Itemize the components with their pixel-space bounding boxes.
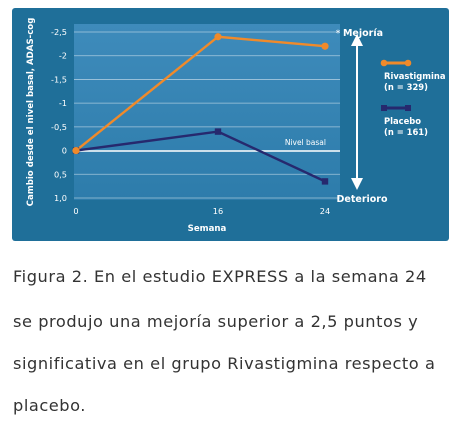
- legend-rivastigmina-marker-left: [380, 59, 388, 67]
- x-tick-label: 0: [73, 206, 78, 216]
- gridlines: [74, 31, 340, 199]
- legend-placebo-n: (n = 161): [384, 127, 428, 137]
- plot-area: [74, 24, 340, 200]
- line-chart: -2,5 -2 -1,5 -1 -0,5 0 0,5 1,0 0 16 24 Nivel basa…: [26, 18, 446, 234]
- y-axis-label: Cambio desde el nivel basal, ADAS-cog: [26, 18, 36, 207]
- legend-rivastigmina-marker-right: [404, 59, 412, 67]
- legend-rivastigmina-name: Rivastigmina: [384, 71, 446, 81]
- series: [72, 33, 329, 185]
- point-rivastigmina: [214, 33, 222, 41]
- caption-line-1: Figura 2. En el estudio EXPRESS a la sem…: [13, 267, 427, 286]
- y-tick-label: 0,5: [54, 169, 67, 179]
- x-tick-label: 24: [320, 206, 330, 216]
- legend-rivastigmina-n: (n = 329): [384, 82, 428, 92]
- x-axis-label: Semana: [188, 224, 227, 234]
- x-tick-label: 16: [213, 206, 223, 216]
- y-tick-label: -2: [59, 51, 67, 61]
- arrow-top-label: Mejoría: [343, 28, 383, 39]
- legend-placebo-marker-left: [381, 105, 387, 111]
- point-rivastigmina: [72, 146, 80, 155]
- arrow-up-head: [351, 34, 363, 46]
- y-tick-label: 0: [62, 146, 67, 156]
- baseline-label: Nivel basal: [285, 138, 326, 147]
- caption-line-4: placebo.: [13, 396, 86, 415]
- y-tick-label: -1,5: [51, 74, 67, 84]
- arrow-down-head: [351, 178, 363, 190]
- y-tick-label: -0,5: [51, 122, 67, 132]
- caption-line-2: se produjo una mejoría superior a 2,5 pu…: [13, 312, 419, 331]
- y-axis-ticks: -2,5 -2 -1,5 -1 -0,5 0 0,5 1,0: [51, 27, 67, 203]
- point-placebo: [321, 178, 329, 185]
- y-tick-label: -2,5: [51, 27, 67, 37]
- legend-placebo-name: Placebo: [384, 116, 421, 126]
- legend-placebo-marker-right: [405, 105, 411, 111]
- point-rivastigmina: [321, 42, 329, 50]
- caption-line-3: significativa en el grupo Rivastigmina r…: [13, 354, 436, 373]
- legend: Rivastigmina (n = 329) Placebo (n = 161): [380, 59, 446, 137]
- y-tick-label: 1,0: [54, 193, 67, 203]
- significance-mark: *: [336, 29, 341, 39]
- point-placebo: [214, 128, 222, 135]
- chart-panel: -2,5 -2 -1,5 -1 -0,5 0 0,5 1,0 0 16 24 Nivel basa…: [12, 8, 449, 241]
- arrow-bottom-label: Deterioro: [337, 194, 388, 205]
- y-tick-label: -1: [59, 98, 67, 108]
- x-axis-ticks: 0 16 24: [73, 206, 330, 216]
